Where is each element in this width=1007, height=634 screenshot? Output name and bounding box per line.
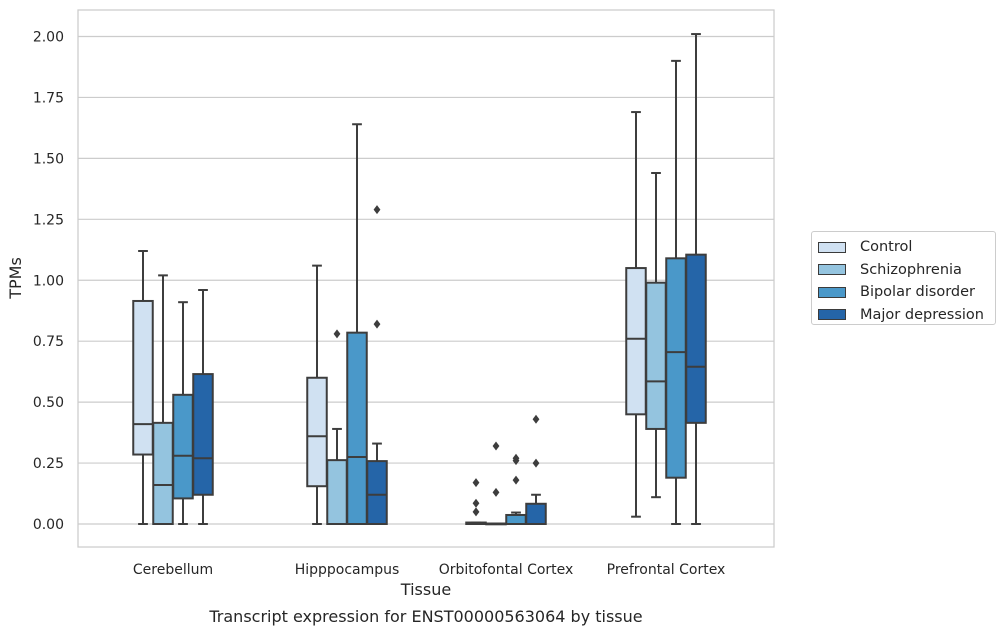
outlier-point (512, 453, 520, 463)
x-tick-label: Cerebellum (133, 562, 213, 578)
outlier-point (333, 329, 341, 339)
legend-swatch (818, 264, 846, 276)
box-group (625, 111, 647, 518)
box (665, 257, 687, 479)
legend-label: Bipolar disorder (860, 284, 975, 301)
x-tick-label: Prefrontal Cortex (607, 562, 726, 578)
y-tick-label: 0.50 (33, 395, 64, 411)
box (685, 253, 707, 424)
outlier-point (472, 478, 480, 488)
box-plots (132, 33, 707, 526)
box-group (192, 289, 214, 525)
plot-frame (77, 9, 775, 548)
y-tick-label: 1.50 (33, 151, 64, 167)
legend-item: Schizophrenia (818, 259, 995, 282)
outlier-point (492, 487, 500, 497)
chart-title: Transcript expression for ENST0000056306… (208, 607, 642, 626)
box (306, 376, 328, 488)
y-tick-label: 2.00 (33, 30, 64, 46)
box-group (172, 301, 194, 525)
box-group (665, 59, 687, 525)
box (152, 421, 174, 525)
legend-item: Major depression (818, 304, 995, 327)
y-tick-label: 1.25 (33, 212, 64, 228)
x-axis-title: Tissue (400, 580, 451, 599)
box-group (485, 441, 507, 526)
x-tick-label: Hipppocampus (295, 562, 400, 578)
outlier-point (532, 458, 540, 468)
box (326, 459, 348, 526)
y-tick-label: 1.75 (33, 90, 64, 106)
box-group (326, 329, 348, 526)
box-group (366, 205, 388, 525)
legend-label: Schizophrenia (860, 261, 962, 278)
y-tick-label: 0.25 (33, 456, 64, 472)
box (366, 460, 388, 525)
box (525, 502, 547, 525)
box (172, 393, 194, 500)
x-tick-labels: Cerebellum Hipppocampus Orbitofontal Corte… (133, 562, 725, 578)
legend-label: Control (860, 239, 913, 256)
box-group (346, 123, 368, 525)
legend-swatch (818, 241, 846, 253)
box-group (525, 414, 547, 525)
outlier-point (472, 498, 480, 508)
box-group (685, 33, 707, 525)
legend-swatch (818, 309, 846, 321)
outlier-point (512, 475, 520, 485)
legend-item: Bipolar disorder (818, 281, 995, 304)
outlier-point (532, 414, 540, 424)
box-group (306, 264, 328, 525)
box (505, 513, 527, 526)
box-group (505, 453, 527, 526)
outlier-point (492, 441, 500, 451)
box (132, 299, 154, 456)
x-tick-label: Orbitofontal Cortex (439, 562, 574, 578)
outlier-point (472, 507, 480, 517)
box-group (152, 274, 174, 525)
box-group (465, 478, 487, 525)
legend-swatch (818, 286, 846, 298)
legend-label: Major depression (860, 306, 984, 323)
y-axis-title: TPMs (6, 257, 25, 300)
y-tick-label: 1.00 (33, 273, 64, 289)
box-group (645, 172, 667, 499)
y-tick-labels: 0.00 0.25 0.50 0.75 1.00 1.25 1.50 1.75 2.00 (33, 30, 64, 534)
outlier-point (373, 205, 381, 215)
box (346, 331, 368, 525)
legend: Control Schizophrenia Bipolar disorder Majo… (811, 231, 996, 325)
outlier-point (373, 319, 381, 329)
legend-item: Control (818, 236, 995, 259)
y-tick-label: 0.75 (33, 334, 64, 350)
box-group (132, 250, 154, 525)
box (192, 373, 214, 496)
y-tick-label: 0.00 (33, 517, 64, 533)
box (625, 267, 647, 416)
box (645, 281, 667, 430)
